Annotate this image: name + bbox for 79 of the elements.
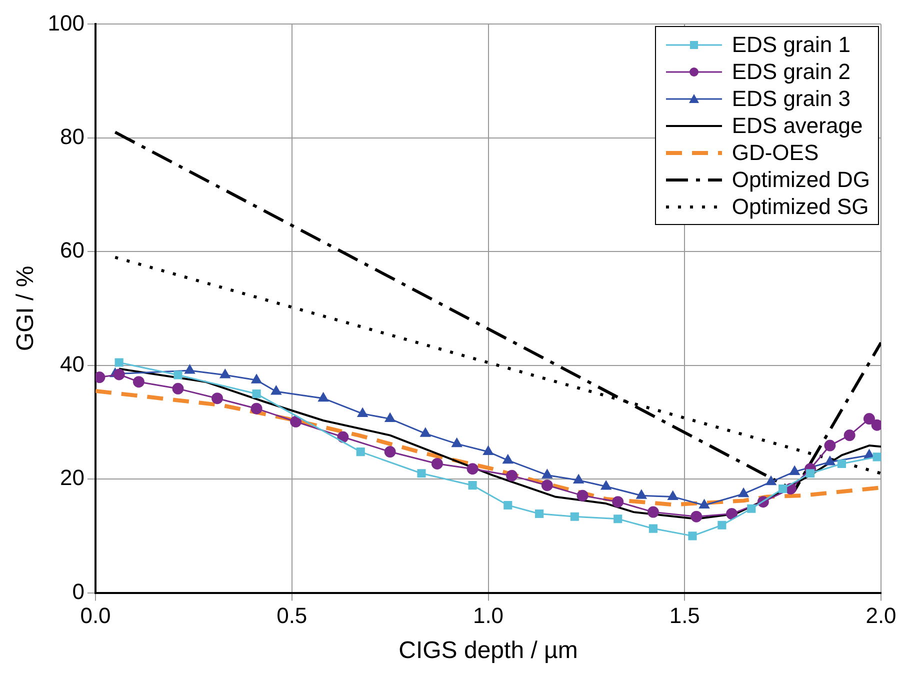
y-axis-title: GGI / % [12, 266, 40, 352]
point [738, 488, 749, 498]
point [872, 452, 881, 462]
point [384, 413, 396, 422]
legend-label: EDS grain 2 [732, 58, 850, 86]
point [690, 510, 702, 522]
x-tick-label: 0.5 [276, 603, 308, 628]
y-tick-label: 20 [60, 465, 85, 490]
point [468, 481, 477, 490]
point [452, 438, 462, 448]
point [541, 480, 553, 492]
point [252, 390, 261, 398]
x-axis-title: CIGS depth / µm [398, 637, 578, 664]
point [357, 408, 368, 417]
x-tick-label: 2.0 [866, 603, 896, 628]
point [699, 499, 710, 508]
point [290, 416, 302, 428]
y-tick-label: 60 [60, 238, 85, 263]
y-tick-label: 80 [60, 124, 85, 149]
point [648, 524, 658, 533]
point [132, 376, 144, 388]
legend-label: Optimized DG [732, 166, 870, 194]
point [614, 514, 622, 524]
point [384, 446, 396, 458]
point [747, 504, 756, 513]
point [778, 484, 788, 494]
point [172, 382, 184, 394]
point [718, 520, 726, 530]
point [271, 386, 282, 395]
point [535, 509, 544, 518]
point [250, 402, 262, 414]
point [483, 446, 494, 456]
x-tick-label: 1.0 [472, 603, 504, 628]
x-tick-label: 0.0 [80, 603, 111, 628]
point [600, 480, 612, 490]
point [806, 469, 815, 478]
point [824, 440, 836, 452]
point [251, 374, 262, 384]
point [612, 496, 624, 508]
point [431, 458, 443, 470]
legend-label: EDS average [732, 112, 863, 140]
y-tick-label: 40 [60, 351, 85, 376]
legend-label: EDS grain 3 [732, 85, 850, 112]
y-tick-label: 100 [48, 10, 85, 36]
point [688, 532, 697, 540]
legend-label: EDS grain 1 [732, 31, 850, 58]
point [212, 392, 224, 404]
point [570, 512, 579, 521]
point [318, 392, 328, 402]
y-tick-label: 0 [72, 578, 85, 604]
point [837, 459, 846, 468]
point [420, 428, 430, 437]
point [184, 364, 195, 374]
point [113, 368, 125, 380]
point [114, 358, 124, 367]
legend-label: Optimized SG [732, 193, 869, 220]
x-tick-label: 1.5 [669, 603, 700, 628]
point [647, 506, 659, 518]
point [502, 454, 513, 464]
point [466, 463, 478, 475]
point [790, 466, 800, 475]
point [417, 469, 426, 478]
point [863, 413, 875, 425]
point [636, 490, 647, 499]
point [574, 474, 584, 484]
point [504, 500, 512, 510]
point [542, 469, 552, 478]
legend-label: GD-OES [732, 139, 819, 166]
point [576, 490, 588, 502]
point [174, 370, 182, 380]
point [668, 490, 678, 500]
point [356, 448, 365, 456]
point [220, 369, 230, 378]
point [726, 508, 738, 520]
point [824, 456, 836, 466]
point [506, 470, 518, 482]
point [337, 431, 349, 443]
point [844, 430, 856, 442]
point [766, 476, 776, 486]
